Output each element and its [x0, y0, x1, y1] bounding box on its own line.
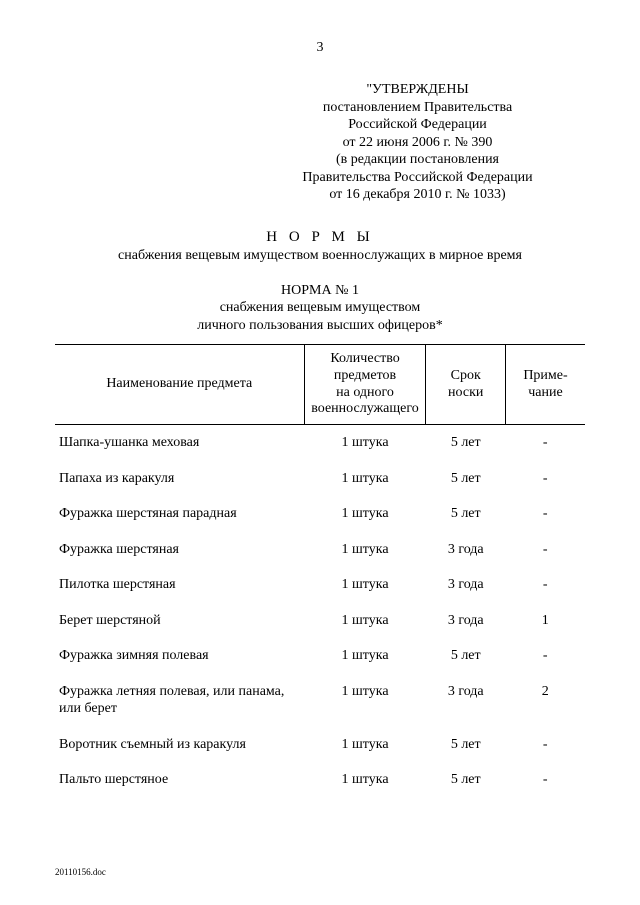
col-header-qty-line: военнослужащего [311, 401, 419, 416]
cell-name: Фуражка шерстяная [55, 532, 304, 568]
document-page: 3 "УТВЕРЖДЕНЫ постановлением Правительст… [0, 0, 640, 905]
cell-qty: 1 штука [304, 425, 426, 461]
approval-block: "УТВЕРЖДЕНЫ постановлением Правительства… [250, 81, 585, 204]
cell-term: 3 года [426, 674, 506, 727]
cell-note: - [505, 532, 585, 568]
cell-qty: 1 штука [304, 762, 426, 798]
col-header-note-line: Приме- [523, 368, 567, 383]
cell-term: 5 лет [426, 461, 506, 497]
cell-qty: 1 штука [304, 603, 426, 639]
cell-note: - [505, 638, 585, 674]
cell-qty: 1 штука [304, 461, 426, 497]
col-header-qty: Количество предметов на одного военнослу… [304, 345, 426, 425]
col-header-qty-line: Количество [330, 351, 399, 366]
cell-qty: 1 штука [304, 727, 426, 763]
cell-qty: 1 штука [304, 638, 426, 674]
approval-line: Российской Федерации [250, 116, 585, 134]
footer-code: 20110156.doc [55, 867, 106, 877]
table-row: Пальто шерстяное 1 штука 5 лет - [55, 762, 585, 798]
norm-line: личного пользования высших офицеров* [55, 317, 585, 335]
approval-line: от 16 декабря 2010 г. № 1033) [250, 186, 585, 204]
cell-term: 3 года [426, 532, 506, 568]
table-row: Воротник съемный из каракуля 1 штука 5 л… [55, 727, 585, 763]
cell-qty: 1 штука [304, 674, 426, 727]
cell-term: 3 года [426, 567, 506, 603]
norm-line: снабжения вещевым имуществом [55, 299, 585, 317]
table-row: Пилотка шерстяная 1 штука 3 года - [55, 567, 585, 603]
col-header-term: Срок носки [426, 345, 506, 425]
cell-term: 5 лет [426, 496, 506, 532]
cell-name: Папаха из каракуля [55, 461, 304, 497]
table-row: Берет шерстяной 1 штука 3 года 1 [55, 603, 585, 639]
col-header-note-line: чание [528, 385, 562, 400]
col-header-term-line: Срок [451, 368, 481, 383]
approval-line: постановлением Правительства [250, 99, 585, 117]
cell-note: - [505, 461, 585, 497]
approval-line: (в редакции постановления [250, 151, 585, 169]
norm-heading: НОРМА № 1 снабжения вещевым имуществом л… [55, 282, 585, 335]
cell-term: 5 лет [426, 425, 506, 461]
cell-name: Пилотка шерстяная [55, 567, 304, 603]
table-row: Фуражка зимняя полевая 1 штука 5 лет - [55, 638, 585, 674]
document-subheading: снабжения вещевым имуществом военнослужа… [55, 248, 585, 264]
col-header-term-line: носки [448, 385, 483, 400]
cell-name: Воротник съемный из каракуля [55, 727, 304, 763]
cell-term: 3 года [426, 603, 506, 639]
cell-note: 1 [505, 603, 585, 639]
table-row: Фуражка шерстяная 1 штука 3 года - [55, 532, 585, 568]
cell-qty: 1 штука [304, 496, 426, 532]
cell-name: Шапка-ушанка меховая [55, 425, 304, 461]
cell-name: Пальто шерстяное [55, 762, 304, 798]
table-row: Фуражка летняя полевая, или панама, или … [55, 674, 585, 727]
approval-line: "УТВЕРЖДЕНЫ [250, 81, 585, 99]
table-row: Папаха из каракуля 1 штука 5 лет - [55, 461, 585, 497]
cell-note: - [505, 762, 585, 798]
cell-note: - [505, 727, 585, 763]
col-header-qty-line: на одного [336, 385, 394, 400]
col-header-name: Наименование предмета [55, 345, 304, 425]
cell-name: Фуражка зимняя полевая [55, 638, 304, 674]
cell-name: Фуражка шерстяная парадная [55, 496, 304, 532]
cell-note: - [505, 567, 585, 603]
approval-line: Правительства Российской Федерации [250, 169, 585, 187]
document-heading: Н О Р М Ы [55, 229, 585, 246]
cell-term: 5 лет [426, 762, 506, 798]
cell-name: Берет шерстяной [55, 603, 304, 639]
cell-name: Фуражка летняя полевая, или панама, или … [55, 674, 304, 727]
col-header-qty-line: предметов [334, 368, 396, 383]
table-header: Наименование предмета Количество предмет… [55, 345, 585, 425]
table-body: Шапка-ушанка меховая 1 штука 5 лет - Пап… [55, 425, 585, 798]
cell-term: 5 лет [426, 727, 506, 763]
cell-note: - [505, 425, 585, 461]
cell-term: 5 лет [426, 638, 506, 674]
norms-table: Наименование предмета Количество предмет… [55, 344, 585, 798]
cell-qty: 1 штука [304, 567, 426, 603]
page-number: 3 [55, 40, 585, 56]
col-header-note: Приме- чание [505, 345, 585, 425]
cell-note: - [505, 496, 585, 532]
cell-qty: 1 штука [304, 532, 426, 568]
cell-note: 2 [505, 674, 585, 727]
norm-title: НОРМА № 1 [55, 282, 585, 300]
table-row: Фуражка шерстяная парадная 1 штука 5 лет… [55, 496, 585, 532]
approval-line: от 22 июня 2006 г. № 390 [250, 134, 585, 152]
table-row: Шапка-ушанка меховая 1 штука 5 лет - [55, 425, 585, 461]
